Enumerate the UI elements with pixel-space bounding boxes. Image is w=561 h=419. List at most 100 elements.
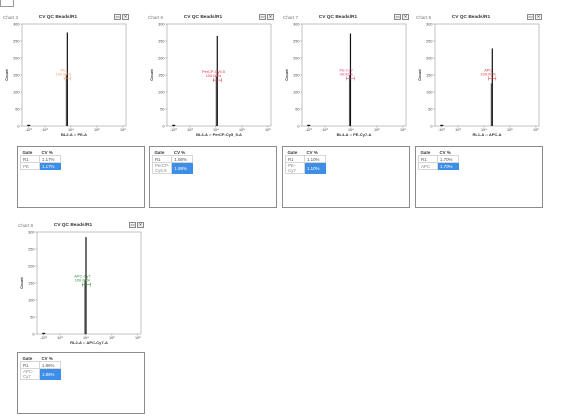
cv-column-header[interactable]: CV % [41,149,53,155]
near-zero-events [42,332,46,334]
gate-column-header[interactable]: Gate [22,149,33,155]
chart-number-label: Chart 3 [3,15,19,20]
gate-cell[interactable]: R1 [20,155,40,163]
gate-cell[interactable]: APC-Cy7 [20,368,40,380]
y-tick-label: 0 [430,124,432,128]
gate-cell[interactable]: PerCP-Cy5.5 [151,162,173,174]
statistics-grid[interactable]: Gate CV % R1 1.10% PE-Cy7 1.10% [282,146,410,208]
cv-cell[interactable]: 1.17% [39,155,61,163]
gate-cell[interactable]: APC [418,162,438,170]
chart-panel[interactable]: Chart 6 CV QC Beads/R1 ▭ ✕ 0 50 100 150 200 250 30… [147,14,275,154]
chart-panel[interactable]: Chart 3 CV QC Beads/R1 ▭ ✕ 0 50 100 150 200 250 30… [2,14,130,154]
restore-icon[interactable]: ▭ [114,14,121,20]
histogram-peak [216,35,218,126]
statistics-grid[interactable]: Gate CV % R1 1.86% APC-Cy7 1.86% [17,352,145,414]
chart-title: CV QC Beads/R1 [318,15,358,20]
gate-cell[interactable]: R1 [151,155,173,163]
table-row[interactable]: PE-Cy7 1.10% [285,162,326,174]
x-tick-label: 10⁶ [400,128,406,132]
gate-cell[interactable]: R1 [285,155,305,163]
cv-cell[interactable]: 1.10% [304,155,326,163]
cv-cell[interactable]: 1.88% [171,155,194,163]
histogram-plot[interactable]: 0 50 100 150 200 250 300 -10³ 10³ 10⁴ 10⁵ 10⁶ PE-Cy7… [282,22,410,137]
chart-panel[interactable]: Chart 7 CV QC Beads/R1 ▭ ✕ 0 50 100 150 200 250 30… [282,14,410,154]
gate-name-label: APC-Cy7 [74,274,90,279]
cv-column-header[interactable]: CV % [439,149,451,155]
gate-column-header[interactable]: Gate [22,355,33,361]
table-row[interactable]: PE 1.17% [20,162,61,170]
close-icon[interactable]: ✕ [267,14,274,20]
y-tick-label: 300 [158,22,164,26]
chart-panel[interactable]: Chart 9 CV QC Beads/R1 ▭ ✕ 0 50 100 150 200 250 30… [415,14,543,154]
gate-name-label: PE [61,67,67,72]
histogram-plot[interactable]: 0 50 100 150 200 250 300 -10³ 10³ 10⁴ 10⁵ 10⁶ PerCP-… [147,22,275,137]
table-row[interactable]: APC 1.70% [418,162,459,170]
x-tick-label: 10³ [187,128,193,132]
restore-icon[interactable]: ▭ [259,14,266,20]
y-tick-label: 200 [293,56,299,60]
cv-cell[interactable]: 1.70% [437,155,459,163]
restore-icon[interactable]: ▭ [394,14,401,20]
y-tick-label: 300 [28,230,34,234]
histogram-plot[interactable]: 0 50 100 150 200 250 300 -10³ 10³ 10⁴ 10⁵ 10⁶ APC100… [415,22,543,137]
cv-cell[interactable]: 1.10% [304,162,326,174]
statistics-grid[interactable]: Gate CV % R1 1.88% PerCP-Cy5.5 1.88% [149,146,277,208]
plot-frame [36,231,142,335]
x-tick-label: 10⁵ [239,128,245,132]
y-tick-label: 200 [426,56,432,60]
histogram-plot[interactable]: 0 50 100 150 200 250 300 -10³ 10³ 10⁴ 10⁵ 10⁶ APC-Cy… [17,230,145,345]
close-icon[interactable]: ✕ [402,14,409,20]
gate-cell[interactable]: PE [20,162,40,170]
restore-icon[interactable]: ▭ [527,14,534,20]
histogram-peak [491,48,493,127]
y-tick-label: 250 [426,39,432,43]
histogram-peak [66,32,68,126]
gate-cell[interactable]: R1 [418,155,438,163]
statistics-grid[interactable]: Gate CV % R1 1.70% APC 1.70% [415,146,543,208]
histogram-plot[interactable]: 0 50 100 150 200 250 300 -10³ 10³ 10⁴ 10⁵ 10⁶ PE100.… [2,22,130,137]
y-tick-label: 100 [293,90,299,94]
top-left-tab[interactable] [0,0,14,7]
x-tick-label: 10⁶ [533,128,539,132]
table-row[interactable]: R1 1.70% [418,155,459,163]
cv-cell[interactable]: 1.17% [39,162,61,170]
y-tick-label: 300 [293,22,299,26]
close-icon[interactable]: ✕ [137,222,144,228]
x-axis-label: RL2-A :: APC-Cy7-A [70,340,108,345]
gate-cell[interactable]: PE-Cy7 [285,162,305,174]
gate-column-header[interactable]: Gate [420,149,431,155]
gate-column-header[interactable]: Gate [154,149,165,155]
table-row[interactable]: R1 1.86% [20,361,61,369]
gate-column-header[interactable]: Gate [287,149,298,155]
histogram-peak-shoulder [65,74,67,126]
y-tick-label: 0 [297,124,299,128]
cv-column-header[interactable]: CV % [41,355,53,361]
statistics-table: Gate CV % R1 1.86% APC-Cy7 1.86% [20,355,61,380]
cv-cell[interactable]: 1.88% [171,162,194,174]
y-tick-label: 50 [160,107,164,111]
histogram-peak-shoulder [348,75,350,126]
chart-panel[interactable]: Chart 8 CV QC Beads/R1 ▭ ✕ 0 50 100 150 200 250 30… [17,222,145,362]
table-row[interactable]: APC-Cy7 1.86% [20,368,61,380]
cv-column-header[interactable]: CV % [173,149,186,155]
close-icon[interactable]: ✕ [122,14,129,20]
chart-number-label: Chart 9 [416,15,432,20]
table-row[interactable]: R1 1.10% [285,155,326,163]
table-row[interactable]: R1 1.88% [151,155,194,163]
y-tick-label: 150 [158,73,164,77]
cv-column-header[interactable]: CV % [306,149,318,155]
close-icon[interactable]: ✕ [535,14,542,20]
cv-cell[interactable]: 1.86% [39,368,61,380]
statistics-grid[interactable]: Gate CV % R1 1.17% PE 1.17% [17,146,145,208]
x-tick-label: 10³ [57,336,63,340]
cv-cell[interactable]: 1.70% [437,162,459,170]
y-tick-label: 250 [158,39,164,43]
x-tick-label: 10⁵ [109,336,115,340]
x-tick-label: 10⁴ [83,336,89,340]
statistics-table: Gate CV % R1 1.17% PE 1.17% [20,149,61,170]
table-row[interactable]: PerCP-Cy5.5 1.88% [151,162,194,174]
restore-icon[interactable]: ▭ [129,222,136,228]
gate-cell[interactable]: R1 [20,361,40,369]
table-row[interactable]: R1 1.17% [20,155,61,163]
cv-cell[interactable]: 1.86% [39,361,61,369]
